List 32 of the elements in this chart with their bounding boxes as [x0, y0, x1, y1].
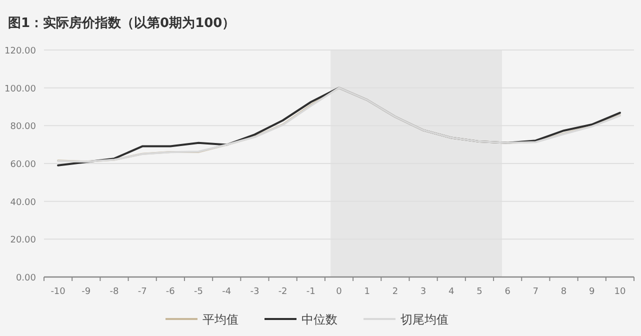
x-tick-label: -2 — [278, 287, 288, 297]
x-tick-label: 3 — [420, 287, 426, 297]
legend-label: 中位数 — [302, 312, 338, 326]
x-tick-label: 7 — [532, 287, 539, 297]
x-tick-label: 8 — [560, 287, 567, 297]
y-tick-label: 40.00 — [10, 198, 36, 208]
y-tick-label: 80.00 — [10, 122, 36, 132]
y-tick-label: 20.00 — [10, 236, 36, 246]
x-tick-label: -5 — [194, 287, 204, 297]
legend-label: 切尾均值 — [400, 312, 448, 326]
x-tick-label: -6 — [166, 287, 176, 297]
x-tick-label: -8 — [110, 287, 119, 297]
x-tick-label: 1 — [364, 287, 370, 297]
chart-title: 图1：实际房价指数（以第0期为100） — [8, 15, 236, 31]
legend-label: 平均值 — [202, 312, 238, 326]
x-tick-label: -1 — [306, 287, 316, 297]
x-tick-label: -9 — [82, 287, 91, 297]
x-tick-label: 9 — [588, 287, 595, 297]
x-tick-label: 2 — [392, 287, 398, 297]
x-tick-label: -3 — [250, 287, 260, 297]
x-tick-label: 0 — [336, 287, 342, 297]
x-tick-label: 10 — [614, 287, 626, 297]
y-tick-label: 60.00 — [10, 160, 36, 170]
y-tick-label: 120.00 — [4, 46, 36, 56]
y-tick-label: 0.00 — [16, 274, 36, 284]
x-tick-label: 5 — [476, 287, 482, 297]
x-tick-label: 4 — [448, 287, 455, 297]
x-tick-label: -7 — [138, 287, 147, 297]
x-tick-label: 6 — [504, 287, 511, 297]
y-tick-label: 100.00 — [4, 84, 36, 94]
x-tick-label: -4 — [222, 287, 232, 297]
x-tick-label: -10 — [50, 287, 66, 297]
